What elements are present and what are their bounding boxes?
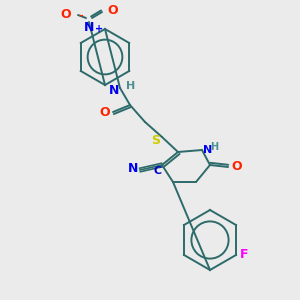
Text: O: O (107, 4, 118, 17)
Text: -: - (78, 11, 82, 21)
Text: H: H (210, 142, 218, 152)
Text: O: O (60, 8, 71, 20)
Text: N: N (203, 145, 212, 155)
Text: H: H (126, 81, 135, 91)
Text: F: F (240, 248, 248, 260)
Text: N: N (128, 163, 138, 176)
Text: C: C (154, 166, 162, 176)
Text: N: N (84, 21, 94, 34)
Text: O: O (99, 106, 110, 119)
Text: O: O (231, 160, 242, 173)
Text: +: + (95, 24, 103, 34)
Text: S: S (151, 134, 160, 147)
Text: N: N (109, 84, 119, 97)
